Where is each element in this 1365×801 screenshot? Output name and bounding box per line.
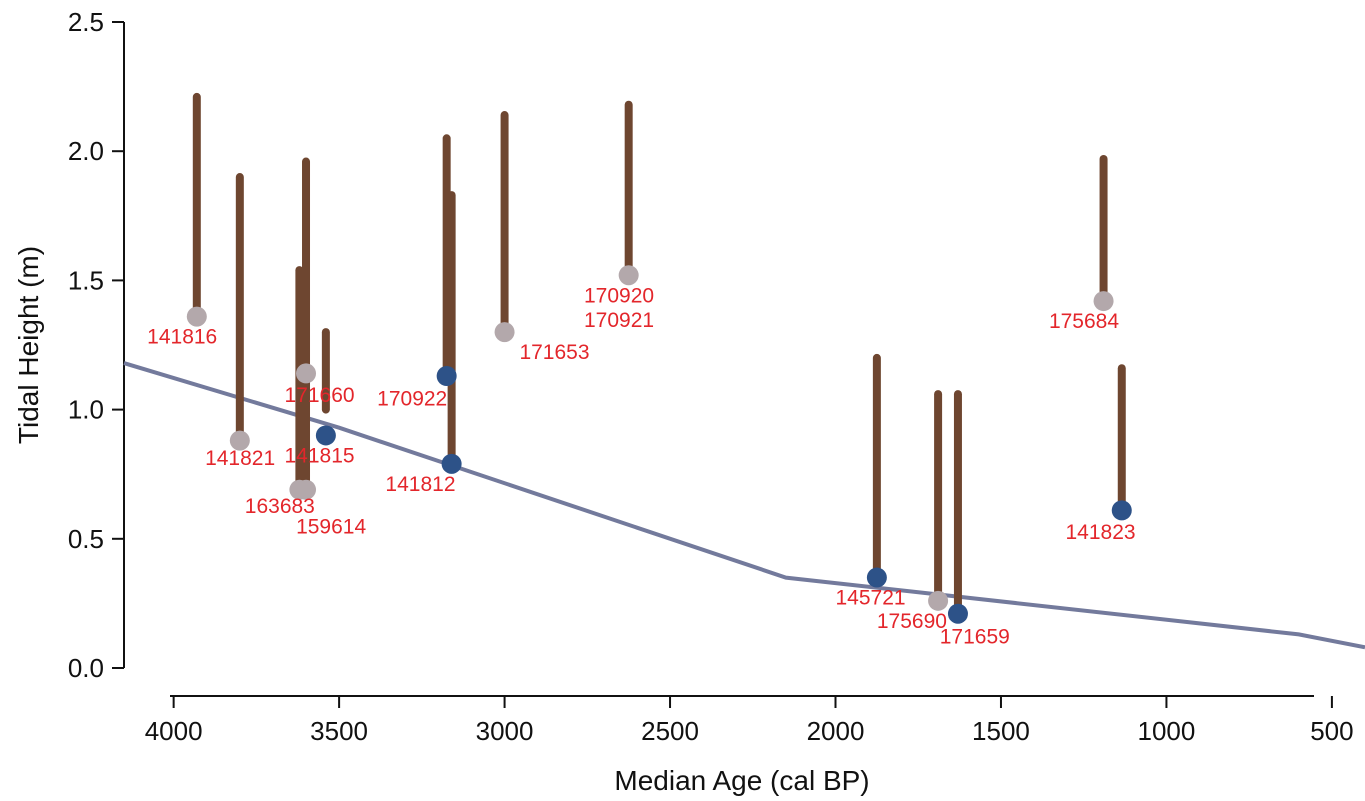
y-tick-label: 2.5	[68, 7, 104, 37]
data-point-gray	[229, 430, 250, 451]
data-point-gray	[494, 322, 515, 343]
point-label: 175690	[877, 610, 947, 633]
sea-level-curve	[123, 361, 1365, 650]
point-label: 141823	[1066, 521, 1136, 544]
data-points	[186, 265, 1132, 624]
x-tick-label: 2500	[641, 716, 699, 746]
point-label: 141812	[385, 473, 455, 496]
y-tick-label: 0.0	[68, 653, 104, 683]
point-label: 171659	[940, 625, 1010, 648]
x-tick-label: 3500	[310, 716, 368, 746]
data-point-blue	[947, 603, 968, 624]
point-label: 170922	[377, 388, 447, 411]
point-label: 170921	[584, 309, 654, 332]
point-label: 141815	[285, 445, 355, 468]
data-point-blue	[436, 366, 457, 387]
point-label: 163683	[245, 495, 315, 518]
point-label: 170920	[584, 284, 654, 307]
point-label: 171653	[519, 341, 589, 364]
data-point-gray	[1093, 291, 1114, 312]
data-point-gray	[618, 265, 639, 286]
x-tick-label: 4000	[145, 716, 203, 746]
data-point-gray	[296, 479, 317, 500]
point-label: 171660	[285, 384, 355, 407]
data-point-gray	[928, 590, 949, 611]
data-point-blue	[441, 453, 462, 474]
y-ticks: 0.0 0.5 1.0 1.5 2.0 2.5	[68, 7, 124, 683]
range-bars	[192, 92, 1126, 618]
x-tick-label: 1500	[972, 716, 1030, 746]
y-axis-title: Tidal Height (m)	[13, 246, 44, 444]
x-tick-label: 2000	[807, 716, 865, 746]
x-tick-label: 3000	[476, 716, 534, 746]
y-tick-label: 2.0	[68, 136, 104, 166]
y-tick-label: 1.0	[68, 395, 104, 425]
y-tick-label: 0.5	[68, 524, 104, 554]
axes: 0.0 0.5 1.0 1.5 2.0 2.5 4000 3500 3000 2500 2000 1…	[68, 7, 1354, 746]
point-label: 175684	[1049, 310, 1119, 333]
x-axis-title: Median Age (cal BP)	[614, 765, 869, 796]
point-label: 145721	[836, 587, 906, 610]
data-point-gray	[186, 306, 207, 327]
point-label: 141821	[205, 447, 275, 470]
data-point-blue	[866, 567, 887, 588]
data-point-blue	[315, 425, 336, 446]
y-tick-label: 1.5	[68, 265, 104, 295]
x-tick-label: 1000	[1138, 716, 1196, 746]
x-ticks: 4000 3500 3000 2500 2000 1500 1000 500	[145, 696, 1354, 746]
data-point-gray	[296, 363, 317, 384]
point-label: 141816	[147, 326, 217, 349]
point-label: 159614	[296, 516, 366, 539]
data-point-blue	[1111, 500, 1132, 521]
x-tick-label: 500	[1310, 716, 1353, 746]
